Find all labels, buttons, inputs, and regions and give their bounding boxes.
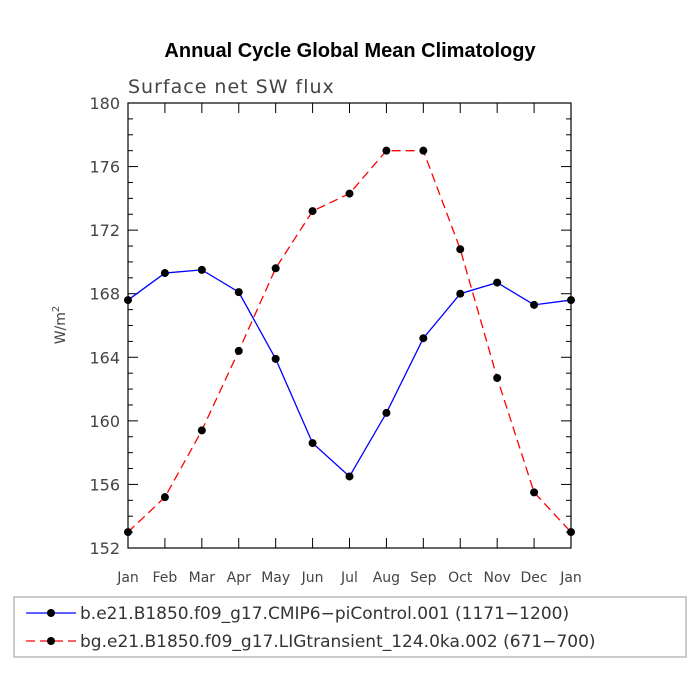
series-1-point [234,288,243,297]
plot-area: 152 156 160 164 168 172 176 180 Jan Feb Mar Apr May J… [89,94,581,586]
x-tick-label: Jun [301,570,324,586]
y-tick-label: 180 [89,94,120,113]
x-tick-label: Nov [484,570,511,586]
legend-entry-1: b.e21.B1850.f09_g17.CMIP6−piControl.001 … [80,604,569,624]
legend-entry-2: bg.e21.B1850.f09_g17.LIGtransient_124.0k… [80,632,596,652]
series-line-1 [127,269,572,478]
series-1-point [567,296,575,305]
x-tick-label: Jan [559,570,582,586]
series-1-point [382,408,391,417]
series-1-point [456,289,465,298]
y-tick-label: 164 [89,348,120,367]
series-2-point [271,264,280,273]
x-tick-label: Jul [340,570,358,586]
series-1-point [124,296,132,305]
series-1-point [530,300,539,309]
series-1-point [271,354,280,363]
x-tick-label: Oct [448,570,473,586]
series-2-point [382,146,391,155]
legend-box [13,596,687,658]
chart-title: Annual Cycle Global Mean Climatology [164,40,536,62]
series-2-point [234,346,243,355]
x-tick-label: Jan [116,570,139,586]
x-tick-label: Apr [227,570,251,586]
series-2-point [456,245,465,254]
series-2-point [124,528,132,537]
series-2-point [419,146,428,155]
y-tick-label: 172 [89,221,120,240]
x-tick-label: May [261,570,290,586]
x-tick-label: Feb [153,570,178,586]
series-1-point [197,265,206,274]
chart-subtitle: Surface net SW flux [128,76,335,98]
series-2-point [308,207,317,216]
series-1-point [308,439,317,448]
x-tick-label: Sep [410,570,437,586]
x-tick-label: Aug [373,570,400,586]
y-tick-label: 176 [89,158,120,177]
series-1-point [160,269,169,278]
series-1-point [493,278,502,287]
y-axis-label-units: W/m [53,312,69,344]
series-2-point [530,488,539,497]
legend-marker-1 [47,609,55,617]
series-2-point [345,189,354,198]
series-1-point [419,334,428,343]
legend-marker-2 [47,637,55,645]
series-2-point [197,426,206,435]
x-tick-label: Mar [189,570,216,586]
series-2-point [493,373,502,382]
y-axis-label-exponent: 2 [51,306,62,312]
y-axis-label: W/m2 [51,306,69,345]
series-2-point [567,528,575,537]
series-2-point [160,493,169,502]
y-tick-label: 160 [89,412,120,431]
y-tick-label: 168 [89,285,120,304]
x-tick-label: Dec [521,570,548,586]
plot-frame [127,102,572,549]
series-1-point [345,472,354,481]
y-tick-label: 152 [89,539,120,558]
y-tick-label: 156 [89,475,120,494]
legend: b.e21.B1850.f09_g17.CMIP6−piControl.001 … [13,596,687,658]
